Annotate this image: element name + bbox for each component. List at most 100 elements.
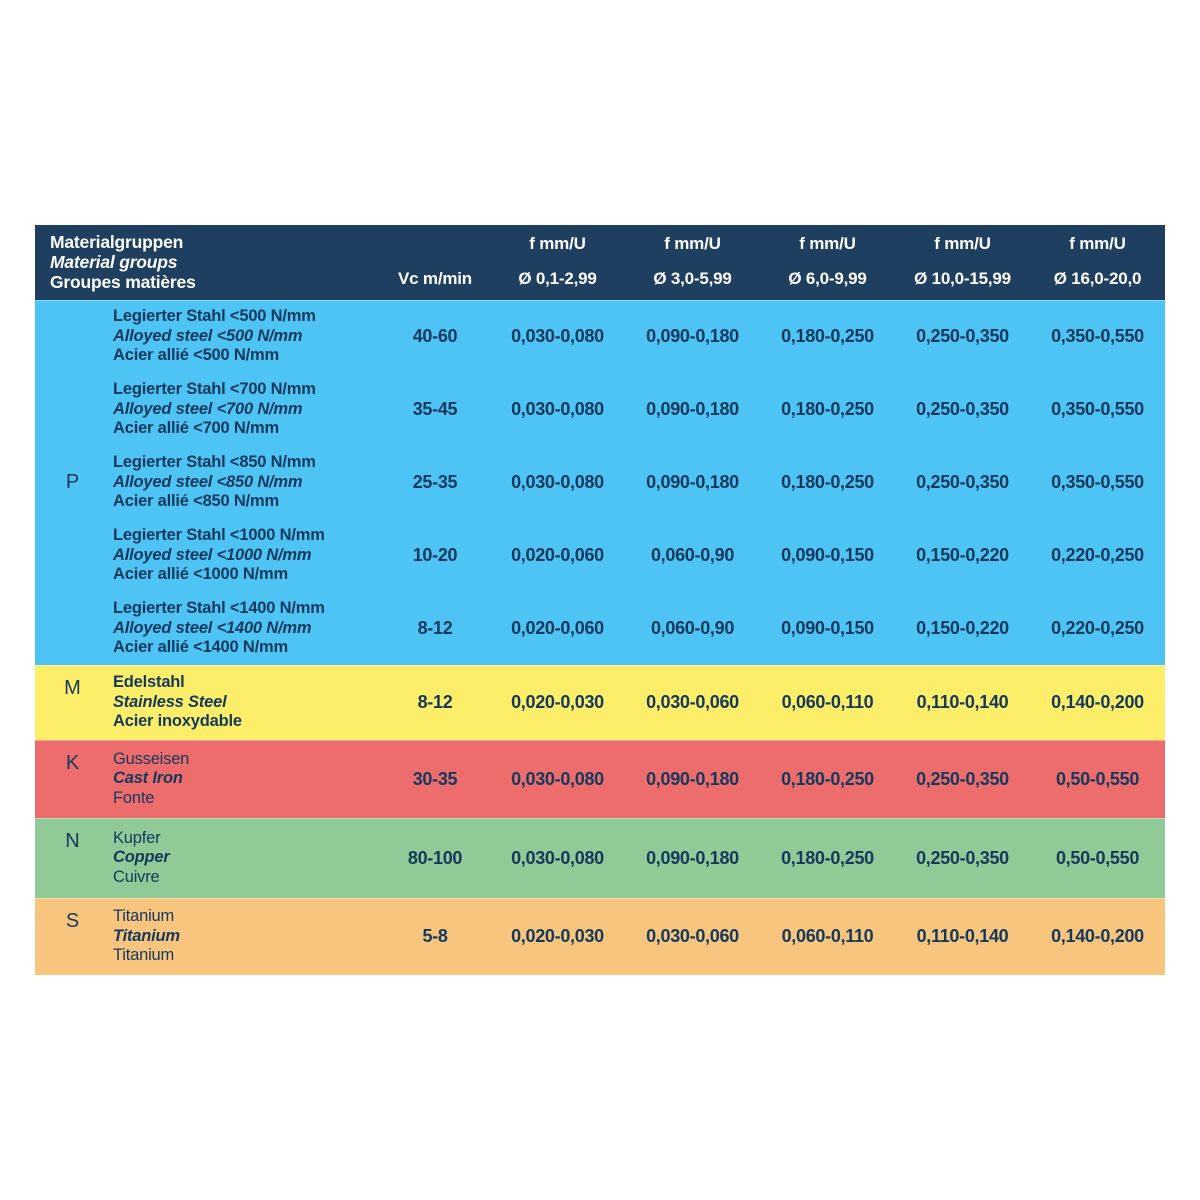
feed-value: 0,060-0,110 xyxy=(781,692,874,712)
f-label: f mm/U xyxy=(1069,234,1126,253)
feed-value: 0,140-0,200 xyxy=(1051,926,1144,946)
f-label: f mm/U xyxy=(934,234,991,253)
column-header-f2: f mm/U Ø 3,0-5,99 xyxy=(625,225,760,300)
f-label: f mm/U xyxy=(529,234,586,253)
feed-value: 0,030-0,080 xyxy=(511,847,604,868)
table-row: Kupfer Copper Cuivre 80-100 0,030-0,080 … xyxy=(110,818,1165,898)
group-letter-M: M xyxy=(64,677,81,699)
material-name: Gusseisen Cast Iron Fonte xyxy=(113,749,190,807)
feed-value: 0,060-0,110 xyxy=(781,926,874,946)
vc-value: 25-35 xyxy=(412,472,458,492)
vc-value: 8-12 xyxy=(417,618,453,638)
feed-value: 0,150-0,220 xyxy=(916,545,1009,565)
feed-value: 0,180-0,250 xyxy=(781,768,874,789)
diameter-range-label: Ø 0,1-2,99 xyxy=(518,269,597,288)
material-name: Legierter Stahl <1000 N/mm Alloyed steel… xyxy=(113,526,325,584)
vc-value: 8-12 xyxy=(417,692,453,712)
material-name: Legierter Stahl <1400 N/mm Alloyed steel… xyxy=(113,599,325,657)
feed-value: 0,50-0,550 xyxy=(1055,847,1140,868)
group-P-steel: P Legierter Stahl <500 N/mm Alloyed stee… xyxy=(35,300,1165,665)
diameter-range-label: Ø 10,0-15,99 xyxy=(914,269,1011,288)
feed-value: 0,220-0,250 xyxy=(1051,545,1144,565)
group-S-titanium: S Titanium Titanium Titanium 5-8 0,020-0… xyxy=(35,898,1165,975)
group-letter-S: S xyxy=(65,910,80,932)
f-label: f mm/U xyxy=(664,234,721,253)
feed-value: 0,090-0,150 xyxy=(781,545,874,565)
feed-value: 0,060-0,90 xyxy=(650,545,735,565)
feed-value: 0,060-0,90 xyxy=(650,618,735,638)
table-row: Legierter Stahl <700 N/mm Alloyed steel … xyxy=(110,373,1165,446)
column-header-f5: f mm/U Ø 16,0-20,0 xyxy=(1030,225,1165,300)
feed-value: 0,250-0,350 xyxy=(916,847,1009,868)
vc-value: 30-35 xyxy=(412,768,458,789)
material-name: Titanium Titanium Titanium xyxy=(113,907,180,965)
feed-value: 0,250-0,350 xyxy=(916,399,1009,419)
feed-value: 0,350-0,550 xyxy=(1051,399,1144,419)
material-name: Edelstahl Stainless Steel Acier inoxydab… xyxy=(113,673,242,731)
diameter-range-label: Ø 3,0-5,99 xyxy=(653,269,732,288)
table-row: Edelstahl Stainless Steel Acier inoxydab… xyxy=(110,665,1165,740)
table-row: Legierter Stahl <850 N/mm Alloyed steel … xyxy=(110,446,1165,519)
material-name: Legierter Stahl <700 N/mm Alloyed steel … xyxy=(113,380,316,438)
feed-value: 0,140-0,200 xyxy=(1051,692,1144,712)
column-header-f4: f mm/U Ø 10,0-15,99 xyxy=(895,225,1030,300)
group-N-copper: N Kupfer Copper Cuivre 80-100 0,030-0,08… xyxy=(35,818,1165,898)
feed-value: 0,030-0,060 xyxy=(646,692,739,712)
feed-value: 0,030-0,080 xyxy=(511,399,604,419)
feed-value: 0,030-0,080 xyxy=(511,768,604,789)
feed-value: 0,180-0,250 xyxy=(781,326,874,346)
feed-value: 0,250-0,350 xyxy=(916,768,1009,789)
cutting-data-table: Materialgruppen Material groups Groupes … xyxy=(35,225,1165,975)
feed-value: 0,150-0,220 xyxy=(916,618,1009,638)
f-label: f mm/U xyxy=(799,234,856,253)
feed-value: 0,110-0,140 xyxy=(916,926,1009,946)
table-row: Titanium Titanium Titanium 5-8 0,020-0,0… xyxy=(110,898,1165,975)
table-row: Legierter Stahl <1000 N/mm Alloyed steel… xyxy=(110,519,1165,592)
feed-value: 0,350-0,550 xyxy=(1051,326,1144,346)
table-row: Gusseisen Cast Iron Fonte 30-35 0,030-0,… xyxy=(110,740,1165,818)
group-letter-K: K xyxy=(65,752,80,774)
feed-value: 0,090-0,180 xyxy=(646,399,739,419)
feed-value: 0,50-0,550 xyxy=(1055,768,1140,789)
feed-value: 0,250-0,350 xyxy=(916,472,1009,492)
diameter-range-label: Ø 6,0-9,99 xyxy=(788,269,867,288)
group-letter-P: P xyxy=(65,471,80,493)
table-header: Materialgruppen Material groups Groupes … xyxy=(35,225,1165,300)
feed-value: 0,030-0,080 xyxy=(511,326,604,346)
group-letter-N: N xyxy=(65,830,80,852)
vc-value: 80-100 xyxy=(407,847,463,868)
material-groups-header: Materialgruppen Material groups Groupes … xyxy=(35,225,380,300)
feed-value: 0,090-0,180 xyxy=(646,847,739,868)
vc-value: 35-45 xyxy=(412,399,458,419)
header-title-en: Material groups xyxy=(50,252,178,272)
feed-value: 0,180-0,250 xyxy=(781,399,874,419)
group-M-stainless: M Edelstahl Stainless Steel Acier inoxyd… xyxy=(35,665,1165,740)
feed-value: 0,090-0,180 xyxy=(646,326,739,346)
vc-value: 10-20 xyxy=(412,545,458,565)
group-K-cast-iron: K Gusseisen Cast Iron Fonte 30-35 0,030-… xyxy=(35,740,1165,818)
feed-value: 0,090-0,180 xyxy=(646,768,739,789)
feed-value: 0,090-0,150 xyxy=(781,618,874,638)
material-name: Legierter Stahl <500 N/mm Alloyed steel … xyxy=(113,307,316,365)
table-row: Legierter Stahl <1400 N/mm Alloyed steel… xyxy=(110,592,1165,665)
feed-value: 0,020-0,060 xyxy=(511,545,604,565)
feed-value: 0,180-0,250 xyxy=(781,847,874,868)
header-title-fr: Groupes matières xyxy=(50,272,196,292)
feed-value: 0,020-0,060 xyxy=(511,618,604,638)
feed-value: 0,020-0,030 xyxy=(511,926,604,946)
column-header-f1: f mm/U Ø 0,1-2,99 xyxy=(490,225,625,300)
feed-value: 0,030-0,080 xyxy=(511,472,604,492)
feed-value: 0,350-0,550 xyxy=(1051,472,1144,492)
header-title-de: Materialgruppen xyxy=(50,232,184,252)
table-row: Legierter Stahl <500 N/mm Alloyed steel … xyxy=(110,300,1165,373)
material-name: Legierter Stahl <850 N/mm Alloyed steel … xyxy=(113,453,316,511)
feed-value: 0,030-0,060 xyxy=(646,926,739,946)
feed-value: 0,250-0,350 xyxy=(916,326,1009,346)
column-header-vc: Vc m/min xyxy=(398,269,472,288)
feed-value: 0,180-0,250 xyxy=(781,472,874,492)
feed-value: 0,090-0,180 xyxy=(646,472,739,492)
diameter-range-label: Ø 16,0-20,0 xyxy=(1053,269,1142,288)
feed-value: 0,220-0,250 xyxy=(1051,618,1144,638)
vc-value: 5-8 xyxy=(422,926,448,946)
